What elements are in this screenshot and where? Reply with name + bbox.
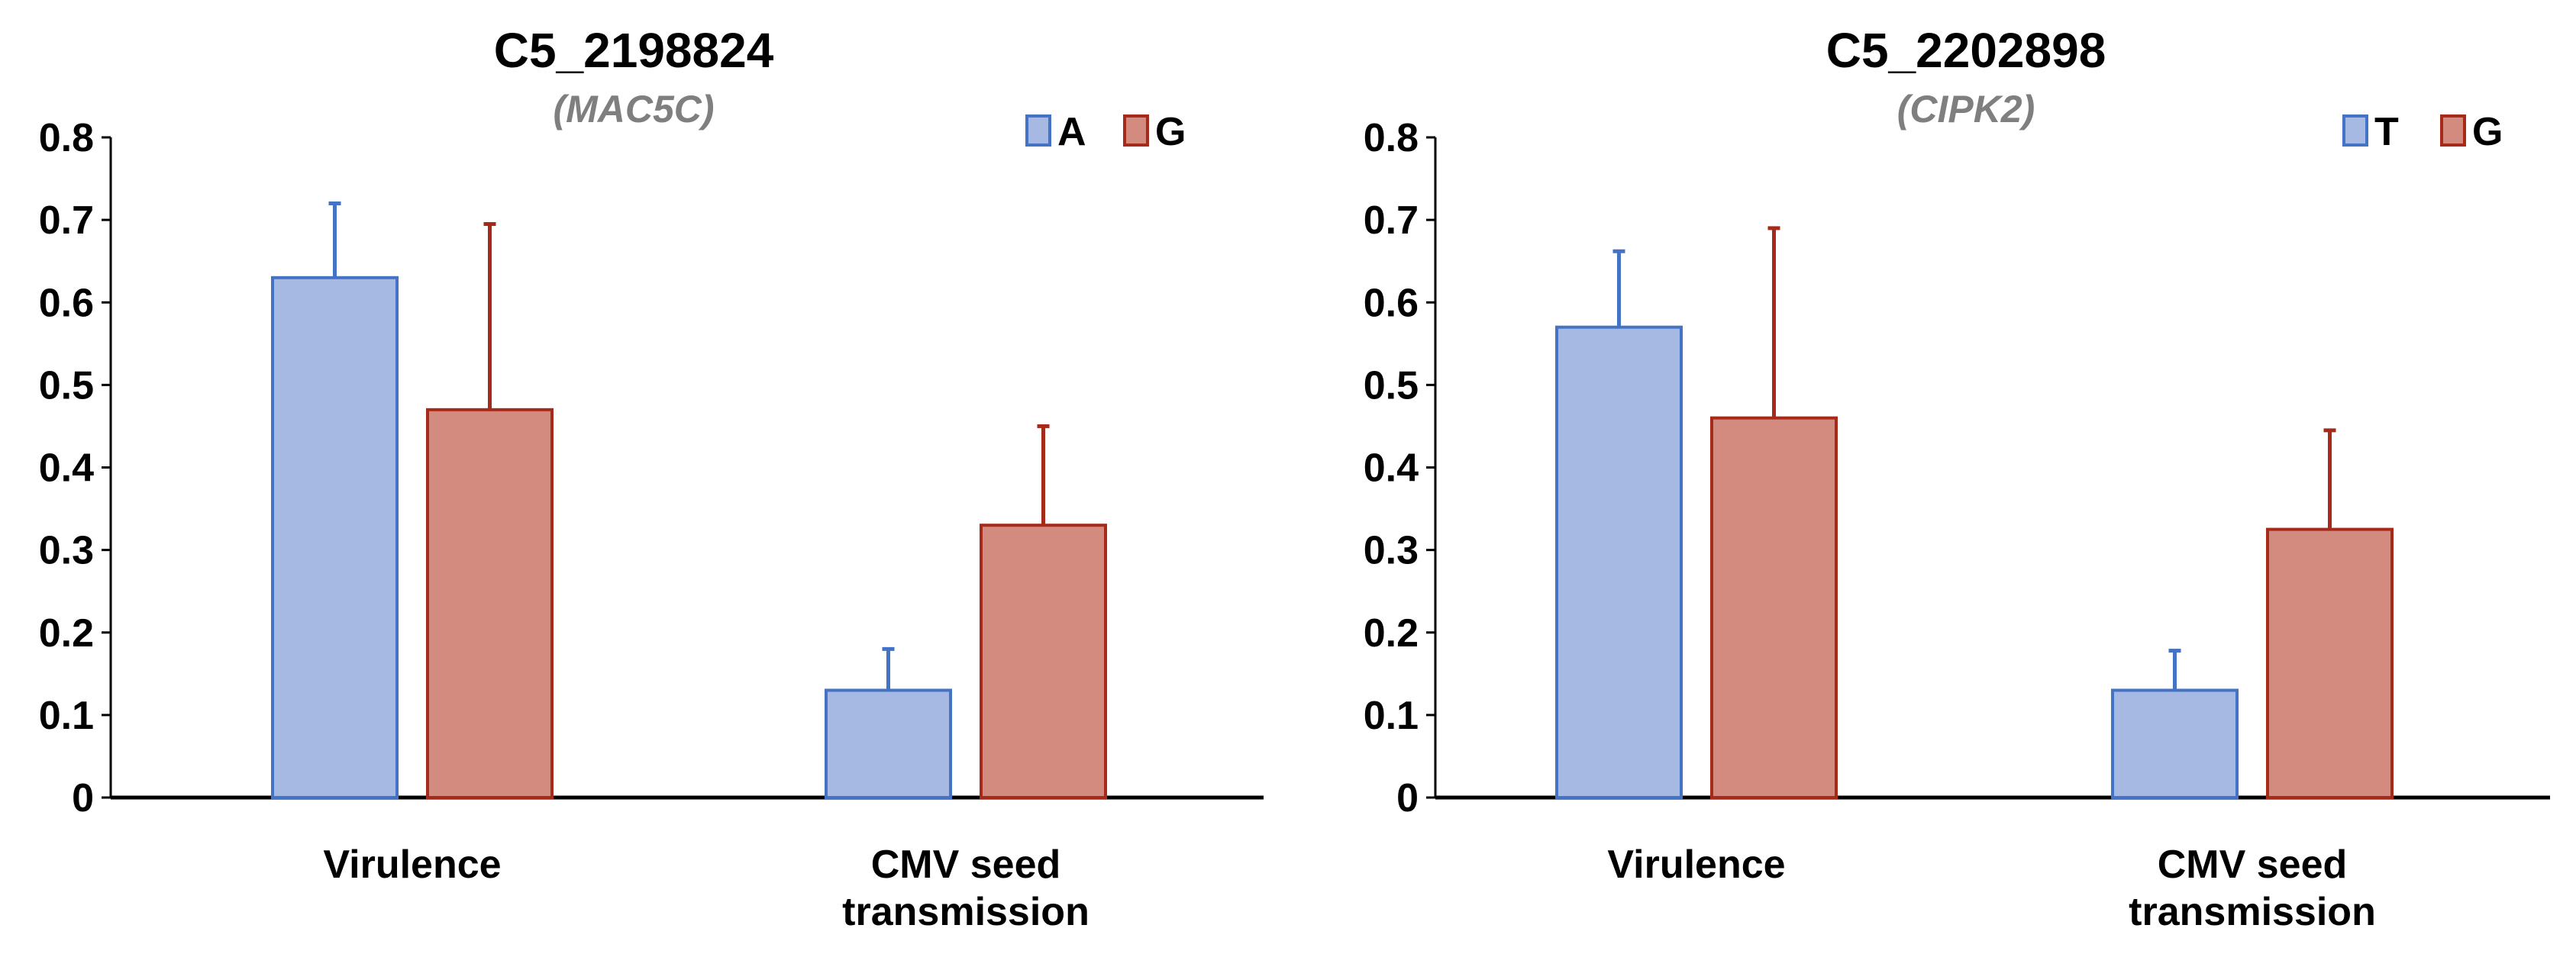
- bar: [2111, 688, 2239, 799]
- y-tick-label: 0.2: [39, 611, 94, 656]
- x-category-label: Virulence: [1607, 843, 1785, 887]
- bar: [271, 276, 399, 799]
- legend-swatch: [1123, 114, 1149, 147]
- y-tick-label: 0.1: [39, 694, 94, 738]
- legend-label: G: [2472, 110, 2503, 154]
- y-tick-label: 0.8: [39, 116, 94, 160]
- y-tick-label: 0.6: [1364, 281, 1419, 325]
- x-category-label: CMV seed: [2158, 843, 2348, 887]
- y-tick-label: 0: [1396, 776, 1419, 820]
- y-tick-label: 0.7: [39, 198, 94, 243]
- chart-2: C5_2202898 (CIPK2) 0 0.1 0.2 0.3 0.4 0.5 0.6 0.7 0…: [1364, 23, 2550, 934]
- bar: [426, 408, 554, 799]
- bar: [1555, 325, 1683, 799]
- bar: [1710, 416, 1838, 799]
- y-tick-label: 0.8: [1364, 116, 1419, 160]
- y-tick-label: 0.7: [1364, 198, 1419, 243]
- chart-subtitle: (MAC5C): [553, 88, 714, 131]
- x-category-label: CMV seed: [871, 843, 1061, 887]
- y-tick-label: 0.5: [39, 363, 94, 408]
- chart-subtitle: (CIPK2): [1897, 88, 2035, 131]
- x-category-label: transmission: [2129, 890, 2376, 934]
- legend-label: G: [1155, 110, 1186, 154]
- y-tick-label: 0.5: [1364, 363, 1419, 408]
- chart-title: C5_2198824: [494, 23, 774, 78]
- y-tick-label: 0.6: [39, 281, 94, 325]
- y-tick-label: 0.4: [39, 446, 94, 491]
- legend-swatch: [1025, 114, 1051, 147]
- bar: [2266, 527, 2394, 799]
- x-category-label: transmission: [842, 890, 1089, 934]
- legend-swatch: [2440, 114, 2466, 147]
- y-tick-label: 0: [72, 776, 94, 820]
- bar: [825, 688, 952, 799]
- chart-title: C5_2202898: [1826, 23, 2106, 78]
- y-tick-label: 0.1: [1364, 694, 1419, 738]
- chart-1: C5_2198824 (MAC5C) 0 0.1 0.2 0.3 0.4 0.5 0.6 0.7 0…: [39, 23, 1264, 934]
- y-tick-label: 0.4: [1364, 446, 1419, 491]
- legend-swatch: [2342, 114, 2368, 147]
- legend-label: A: [1057, 110, 1086, 154]
- legend-label: T: [2374, 110, 2399, 154]
- bar: [980, 524, 1107, 799]
- y-tick-label: 0.2: [1364, 611, 1419, 656]
- x-category-label: Virulence: [323, 843, 501, 887]
- y-tick-label: 0.3: [1364, 529, 1419, 573]
- y-tick-label: 0.3: [39, 529, 94, 573]
